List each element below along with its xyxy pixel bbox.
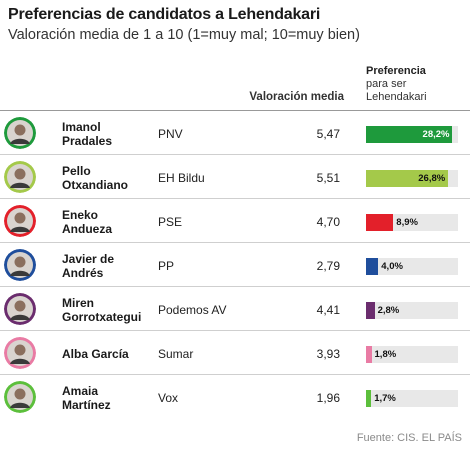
preferencia-label: 28,2% xyxy=(422,129,450,140)
preferencia-label: 1,7% xyxy=(374,393,396,404)
candidate-party: PNV xyxy=(158,127,183,141)
preferencia-label: 8,9% xyxy=(396,217,418,228)
candidate-name-line1: Javier de xyxy=(62,252,115,266)
table-row: Javier de Andrés PP 2,79 4,0% xyxy=(0,245,470,289)
preferencia-track: 28,2% xyxy=(366,126,458,143)
candidate-party: PSE xyxy=(158,215,183,229)
candidate-party: PP xyxy=(158,259,175,273)
candidate-name: Alba García xyxy=(62,347,154,361)
candidate-name-line1: Alba García xyxy=(62,347,129,361)
candidate-party: Podemos AV xyxy=(158,303,227,317)
table-row: Imanol Pradales PNV 5,47 28,2% xyxy=(0,113,470,157)
header-valoracion: Valoración media xyxy=(249,91,344,103)
valoracion-value: 1,96 xyxy=(316,391,340,405)
preferencia-label: 1,8% xyxy=(374,349,397,360)
preferencia-label: 2,8% xyxy=(377,305,400,316)
preferencia-bar xyxy=(366,126,453,143)
candidate-name: Pello Otxandiano xyxy=(62,164,154,192)
preferencia-track: 1,7% xyxy=(366,390,458,407)
header-preferencia-line1: para ser xyxy=(366,78,407,90)
valoracion-value: 4,41 xyxy=(316,303,340,317)
candidate-avatar xyxy=(4,161,36,193)
candidate-avatar xyxy=(4,293,36,325)
preferencia-label: 4,0% xyxy=(381,261,403,272)
table-row: Eneko Andueza PSE 4,70 8,9% xyxy=(0,201,470,245)
preferencia-track: 2,8% xyxy=(366,302,458,319)
candidate-name-line1: Pello xyxy=(62,164,91,178)
candidate-party: Vox xyxy=(158,391,179,405)
candidate-avatar xyxy=(4,205,36,237)
header-preferencia: Preferencia para ser Lehendakari xyxy=(366,65,427,104)
candidate-avatar xyxy=(4,249,36,281)
header-preferencia-line2: Lehendakari xyxy=(366,91,427,103)
chart-subtitle: Valoración media de 1 a 10 (1=muy mal; 1… xyxy=(8,27,360,43)
preferencia-label: 26,8% xyxy=(418,173,446,184)
preferencia-bar xyxy=(366,170,449,187)
table-row: Amaia Martínez Vox 1,96 1,7% xyxy=(0,377,470,421)
valoracion-value: 4,70 xyxy=(316,215,340,229)
row-divider xyxy=(0,198,470,199)
candidate-name-line2: Martínez xyxy=(62,398,111,412)
candidate-avatar xyxy=(4,117,36,149)
row-divider xyxy=(0,286,470,287)
valoracion-value: 2,79 xyxy=(316,259,340,273)
candidate-name: Imanol Pradales xyxy=(62,120,154,148)
header-divider xyxy=(0,110,470,111)
candidate-name-line2: Andrés xyxy=(62,266,104,280)
candidate-name-line1: Imanol xyxy=(62,120,101,134)
preferencia-bar xyxy=(366,346,372,363)
preferencia-bar xyxy=(366,390,372,407)
candidate-name: Miren Gorrotxategui xyxy=(62,296,154,324)
candidate-name: Javier de Andrés xyxy=(62,252,154,280)
candidate-name-line2: Otxandiano xyxy=(62,178,129,192)
preferencia-track: 26,8% xyxy=(366,170,458,187)
source-note: Fuente: CIS. EL PAÍS xyxy=(356,432,462,444)
table-row: Pello Otxandiano EH Bildu 5,51 26,8% xyxy=(0,157,470,201)
candidate-name: Amaia Martínez xyxy=(62,384,154,412)
preferencia-track: 1,8% xyxy=(366,346,458,363)
preferencia-bar xyxy=(366,258,379,275)
preferencia-track: 8,9% xyxy=(366,214,458,231)
row-divider xyxy=(0,374,470,375)
candidate-name-line2: Pradales xyxy=(62,134,113,148)
candidate-name-line1: Miren xyxy=(62,296,95,310)
preferencia-track: 4,0% xyxy=(366,258,458,275)
valoracion-value: 5,47 xyxy=(316,127,340,141)
candidate-avatar xyxy=(4,381,36,413)
candidate-name-line1: Eneko xyxy=(62,208,99,222)
candidate-name-line1: Amaia xyxy=(62,384,99,398)
preferencia-bar xyxy=(366,302,375,319)
row-divider xyxy=(0,242,470,243)
candidate-avatar xyxy=(4,337,36,369)
valoracion-value: 3,93 xyxy=(316,347,340,361)
table-row: Alba García Sumar 3,93 1,8% xyxy=(0,333,470,377)
candidate-name: Eneko Andueza xyxy=(62,208,154,236)
valoracion-value: 5,51 xyxy=(316,171,340,185)
row-divider xyxy=(0,330,470,331)
candidate-name-line2: Gorrotxategui xyxy=(62,310,142,324)
candidate-party: Sumar xyxy=(158,347,194,361)
header-preferencia-title: Preferencia xyxy=(366,65,426,77)
candidate-party: EH Bildu xyxy=(158,171,205,185)
row-divider xyxy=(0,154,470,155)
preferencia-bar xyxy=(366,214,394,231)
candidate-name-line2: Andueza xyxy=(62,222,113,236)
chart-title: Preferencias de candidatos a Lehendakari xyxy=(8,6,321,23)
table-row: Miren Gorrotxategui Podemos AV 4,41 2,8% xyxy=(0,289,470,333)
